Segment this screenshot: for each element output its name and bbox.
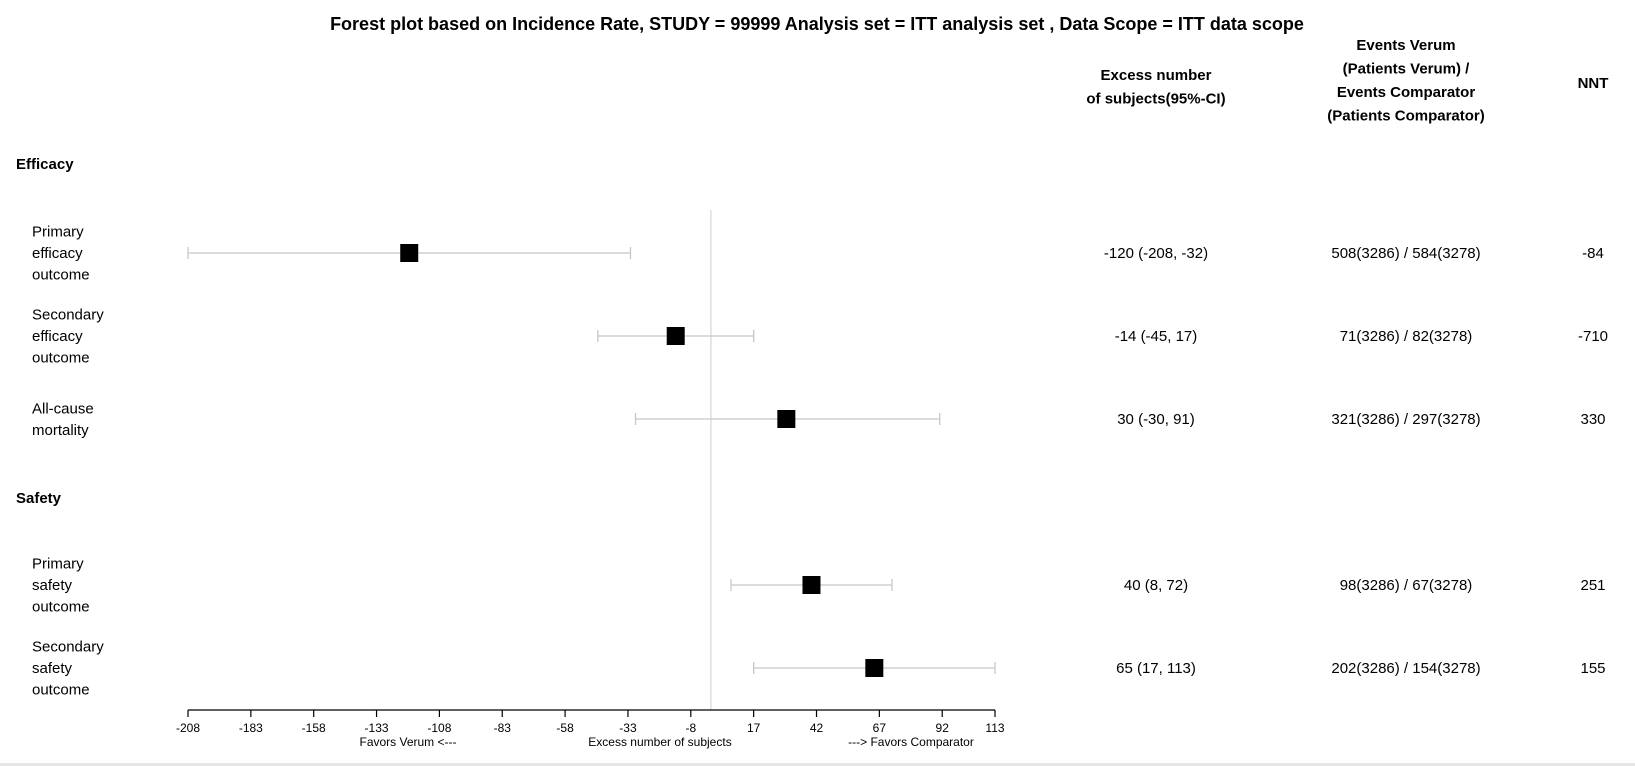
- nnt-value: 155: [1580, 660, 1605, 677]
- x-tick-label: -58: [556, 721, 574, 735]
- x-tick-label: 42: [810, 721, 824, 735]
- column-header-events: (Patients Verum) /: [1343, 61, 1471, 78]
- row-label: mortality: [32, 422, 89, 439]
- x-tick-label: 67: [873, 721, 887, 735]
- excess-value: -120 (-208, -32): [1104, 245, 1208, 262]
- point-estimate: [777, 410, 796, 428]
- row-label: outcome: [32, 682, 90, 699]
- excess-value: -14 (-45, 17): [1115, 328, 1198, 345]
- point-estimate: [666, 327, 685, 345]
- events-value: 71(3286) / 82(3278): [1340, 328, 1473, 345]
- favors-verum-label: Favors Verum <---: [359, 735, 456, 749]
- column-header-excess: of subjects(95%-CI): [1086, 91, 1225, 108]
- column-header-events: Events Verum: [1356, 37, 1455, 54]
- row-label: Secondary: [32, 307, 104, 324]
- events-value: 321(3286) / 297(3278): [1331, 411, 1480, 428]
- nnt-value: -710: [1578, 328, 1608, 345]
- x-axis-title: Excess number of subjects: [588, 735, 731, 749]
- row-label: outcome: [32, 350, 90, 367]
- row-label: efficacy: [32, 328, 83, 345]
- excess-value: 30 (-30, 91): [1117, 411, 1195, 428]
- x-tick-label: -133: [365, 721, 389, 735]
- row-label: outcome: [32, 267, 90, 284]
- row-label: Primary: [32, 556, 84, 573]
- nnt-value: 251: [1580, 577, 1605, 594]
- group-label: Safety: [16, 490, 62, 507]
- favors-comparator-label: ---> Favors Comparator: [848, 735, 974, 749]
- column-header-events: Events Comparator: [1337, 84, 1476, 101]
- x-tick-label: -208: [176, 721, 200, 735]
- excess-value: 40 (8, 72): [1124, 577, 1188, 594]
- nnt-value: 330: [1580, 411, 1605, 428]
- x-tick-label: -33: [619, 721, 637, 735]
- row-label: Primary: [32, 224, 84, 241]
- x-tick-label: -8: [685, 721, 696, 735]
- column-header-nnt: NNT: [1578, 75, 1609, 92]
- events-value: 98(3286) / 67(3278): [1340, 577, 1473, 594]
- group-label: Efficacy: [16, 156, 74, 173]
- column-header-excess: Excess number: [1101, 67, 1212, 84]
- nnt-value: -84: [1582, 245, 1604, 262]
- x-tick-label: 17: [747, 721, 761, 735]
- events-value: 508(3286) / 584(3278): [1331, 245, 1480, 262]
- row-label: efficacy: [32, 245, 83, 262]
- chart-title: Forest plot based on Incidence Rate, STU…: [330, 14, 1304, 34]
- row-label: outcome: [32, 599, 90, 616]
- row-label: All-cause: [32, 400, 94, 417]
- row-label: safety: [32, 577, 73, 594]
- x-tick-label: 92: [936, 721, 950, 735]
- x-tick-label: -183: [239, 721, 263, 735]
- bottom-rule: [0, 763, 1635, 766]
- x-tick-label: -83: [494, 721, 512, 735]
- x-tick-label: 113: [985, 721, 1004, 735]
- point-estimate: [802, 576, 821, 594]
- row-label: safety: [32, 660, 73, 677]
- x-tick-label: -108: [427, 721, 451, 735]
- row-label: Secondary: [32, 639, 104, 656]
- point-estimate: [400, 244, 419, 262]
- excess-value: 65 (17, 113): [1116, 660, 1196, 677]
- events-value: 202(3286) / 154(3278): [1331, 660, 1480, 677]
- x-tick-label: -158: [302, 721, 326, 735]
- point-estimate: [865, 659, 884, 677]
- column-header-events: (Patients Comparator): [1327, 108, 1485, 125]
